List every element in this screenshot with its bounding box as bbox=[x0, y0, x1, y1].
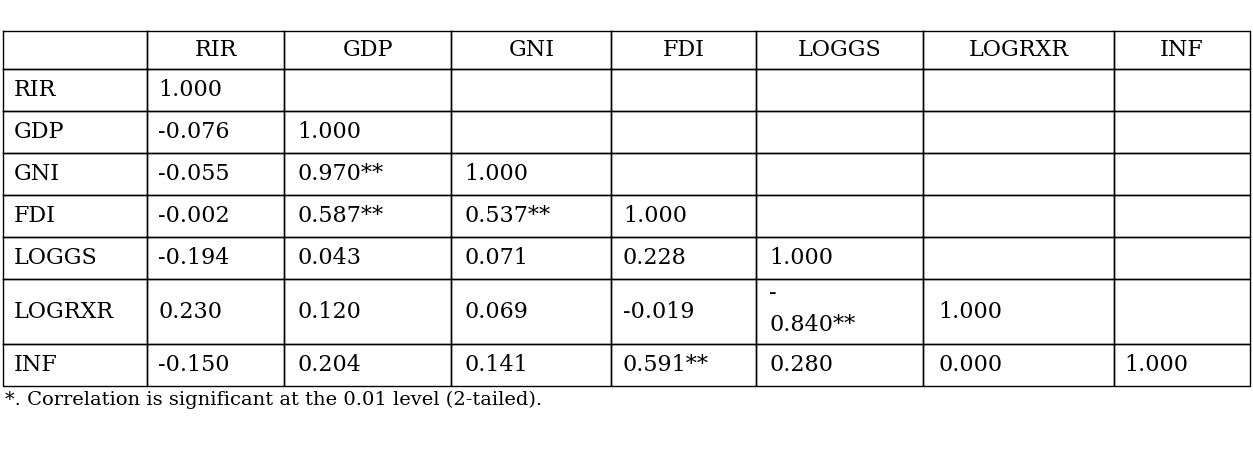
Text: 0.141: 0.141 bbox=[465, 354, 528, 376]
Text: GDP: GDP bbox=[14, 121, 65, 143]
Text: 1.000: 1.000 bbox=[623, 205, 687, 227]
Text: 0.587**: 0.587** bbox=[297, 205, 383, 227]
Text: -0.076: -0.076 bbox=[158, 121, 229, 143]
Text: -: - bbox=[769, 282, 777, 304]
Text: 0.230: 0.230 bbox=[158, 301, 222, 323]
Text: 1.000: 1.000 bbox=[769, 247, 833, 269]
Text: 0.069: 0.069 bbox=[465, 301, 528, 323]
Text: 0.280: 0.280 bbox=[769, 354, 833, 376]
Text: 0.043: 0.043 bbox=[297, 247, 361, 269]
Text: INF: INF bbox=[1160, 40, 1204, 62]
Text: RIR: RIR bbox=[194, 40, 237, 62]
Text: 1.000: 1.000 bbox=[158, 79, 222, 101]
Text: 1.000: 1.000 bbox=[938, 301, 1002, 323]
Text: LOGGS: LOGGS bbox=[798, 40, 881, 62]
Text: LOGGS: LOGGS bbox=[14, 247, 98, 269]
Text: GNI: GNI bbox=[14, 163, 60, 185]
Text: *. Correlation is significant at the 0.01 level (2-tailed).: *. Correlation is significant at the 0.0… bbox=[5, 391, 543, 409]
Text: 0.537**: 0.537** bbox=[465, 205, 550, 227]
Text: 0.000: 0.000 bbox=[938, 354, 1002, 376]
Text: GDP: GDP bbox=[342, 40, 393, 62]
Text: 0.120: 0.120 bbox=[297, 301, 361, 323]
Text: GNI: GNI bbox=[509, 40, 554, 62]
Text: 0.204: 0.204 bbox=[297, 354, 361, 376]
Text: RIR: RIR bbox=[14, 79, 56, 101]
Text: -0.194: -0.194 bbox=[158, 247, 229, 269]
Text: FDI: FDI bbox=[14, 205, 56, 227]
Text: 0.228: 0.228 bbox=[623, 247, 687, 269]
Text: INF: INF bbox=[14, 354, 58, 376]
Text: 0.970**: 0.970** bbox=[297, 163, 383, 185]
Text: 0.071: 0.071 bbox=[465, 247, 528, 269]
Text: -0.002: -0.002 bbox=[158, 205, 229, 227]
Text: 1.000: 1.000 bbox=[465, 163, 529, 185]
Text: -0.055: -0.055 bbox=[158, 163, 229, 185]
Text: -0.150: -0.150 bbox=[158, 354, 229, 376]
Text: 1.000: 1.000 bbox=[297, 121, 361, 143]
Text: -0.019: -0.019 bbox=[623, 301, 694, 323]
Text: 0.591**: 0.591** bbox=[623, 354, 709, 376]
Text: 1.000: 1.000 bbox=[1124, 354, 1189, 376]
Text: FDI: FDI bbox=[663, 40, 704, 62]
Text: LOGRXR: LOGRXR bbox=[14, 301, 114, 323]
Text: LOGRXR: LOGRXR bbox=[969, 40, 1069, 62]
Text: 0.840**: 0.840** bbox=[769, 314, 856, 336]
